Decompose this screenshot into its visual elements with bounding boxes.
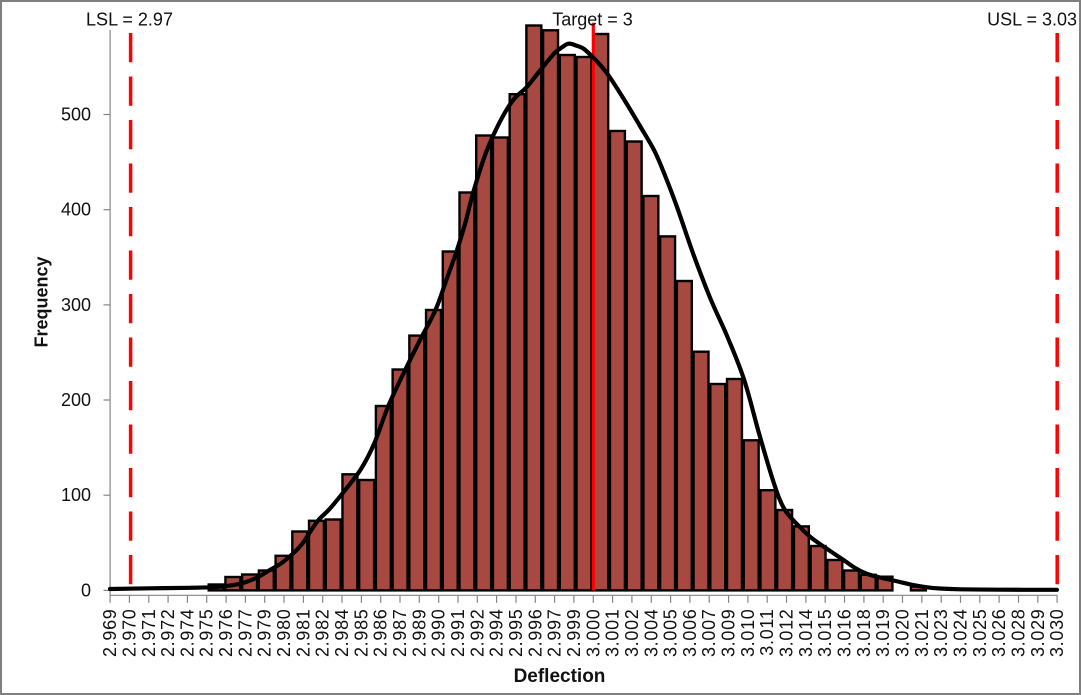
svg-text:3.001: 3.001 <box>603 609 623 658</box>
svg-text:Deflection: Deflection <box>514 666 606 687</box>
svg-text:USL = 3.03: USL = 3.03 <box>987 10 1077 30</box>
svg-text:2.969: 2.969 <box>100 609 120 658</box>
svg-text:2.999: 2.999 <box>564 609 584 658</box>
svg-text:3.010: 3.010 <box>738 609 758 658</box>
svg-text:3.005: 3.005 <box>661 609 681 658</box>
svg-text:2.997: 2.997 <box>545 609 565 658</box>
svg-text:3.006: 3.006 <box>680 609 700 658</box>
svg-text:3.029: 3.029 <box>1028 609 1048 658</box>
svg-text:2.974: 2.974 <box>177 609 197 658</box>
svg-text:2.989: 2.989 <box>409 609 429 658</box>
svg-text:2.991: 2.991 <box>448 609 468 658</box>
svg-text:2.979: 2.979 <box>255 609 275 658</box>
svg-text:2.976: 2.976 <box>216 609 236 658</box>
svg-text:2.984: 2.984 <box>332 609 352 658</box>
svg-text:3.012: 3.012 <box>777 609 797 658</box>
svg-text:3.023: 3.023 <box>931 609 951 658</box>
svg-text:3.007: 3.007 <box>699 609 719 658</box>
svg-text:3.028: 3.028 <box>1009 609 1029 658</box>
svg-text:3.020: 3.020 <box>893 609 913 658</box>
svg-text:400: 400 <box>61 200 91 220</box>
svg-text:3.014: 3.014 <box>796 609 816 658</box>
svg-text:3.011: 3.011 <box>757 609 777 656</box>
svg-text:2.994: 2.994 <box>487 609 507 658</box>
svg-text:2.987: 2.987 <box>390 609 410 658</box>
svg-text:3.000: 3.000 <box>583 609 603 658</box>
svg-text:100: 100 <box>61 485 91 505</box>
svg-text:Frequency: Frequency <box>32 256 52 347</box>
svg-text:3.026: 3.026 <box>989 609 1009 658</box>
svg-text:2.982: 2.982 <box>313 609 333 658</box>
svg-text:3.009: 3.009 <box>719 609 739 658</box>
svg-text:2.986: 2.986 <box>371 609 391 658</box>
svg-text:2.970: 2.970 <box>119 609 139 658</box>
svg-text:2.985: 2.985 <box>351 609 371 658</box>
svg-text:2.977: 2.977 <box>235 609 255 658</box>
svg-text:3.016: 3.016 <box>835 609 855 658</box>
svg-text:3.025: 3.025 <box>970 609 990 658</box>
svg-text:3.002: 3.002 <box>622 609 642 658</box>
svg-text:2.972: 2.972 <box>158 609 178 658</box>
svg-text:3.021: 3.021 <box>912 609 932 658</box>
svg-text:LSL = 2.97: LSL = 2.97 <box>86 10 173 30</box>
svg-text:300: 300 <box>61 295 91 315</box>
svg-text:2.981: 2.981 <box>293 609 313 658</box>
svg-text:3.030: 3.030 <box>1047 609 1067 658</box>
svg-text:3.004: 3.004 <box>641 609 661 658</box>
svg-text:2.975: 2.975 <box>197 609 217 658</box>
svg-text:3.024: 3.024 <box>951 609 971 658</box>
svg-text:2.990: 2.990 <box>429 609 449 658</box>
svg-text:2.996: 2.996 <box>525 609 545 658</box>
svg-text:3.018: 3.018 <box>854 609 874 658</box>
svg-text:2.971: 2.971 <box>139 609 159 658</box>
svg-text:500: 500 <box>61 105 91 125</box>
svg-text:2.980: 2.980 <box>274 609 294 658</box>
svg-text:3.019: 3.019 <box>873 609 893 658</box>
svg-text:Target = 3: Target = 3 <box>552 10 633 30</box>
svg-text:200: 200 <box>61 390 91 410</box>
svg-text:2.992: 2.992 <box>467 609 487 658</box>
svg-text:3.015: 3.015 <box>815 609 835 658</box>
svg-text:2.995: 2.995 <box>506 609 526 658</box>
svg-text:0: 0 <box>81 580 91 600</box>
